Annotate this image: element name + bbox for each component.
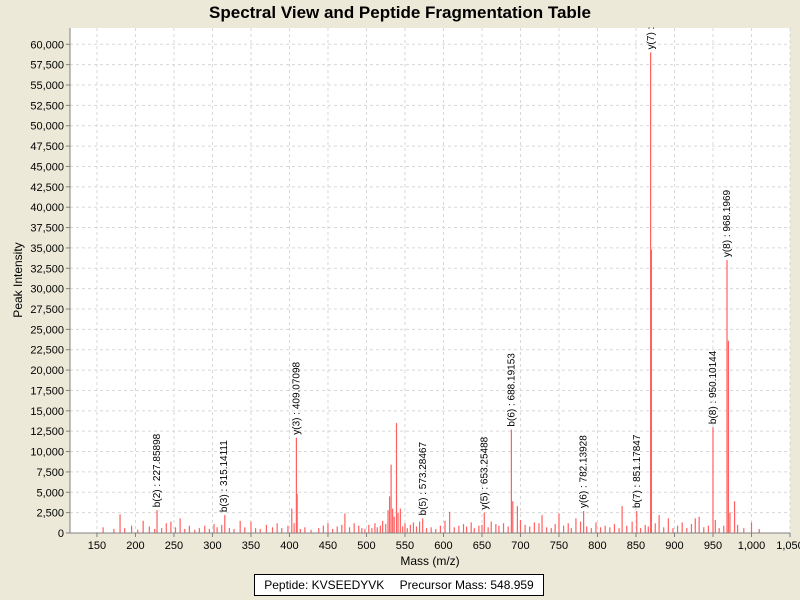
y-tick-label: 10,000: [30, 447, 64, 459]
y-tick-label: 32,500: [30, 263, 64, 275]
chart-title: Spectral View and Peptide Fragmentation …: [209, 3, 591, 22]
x-tick-label: 500: [357, 540, 375, 552]
x-tick-label: 950: [704, 540, 722, 552]
x-tick-label: 650: [473, 540, 491, 552]
y-tick-label: 42,500: [30, 182, 64, 194]
y-tick-label: 50,000: [30, 121, 64, 133]
x-tick-label: 1,000: [738, 540, 766, 552]
y-tick-label: 12,500: [30, 426, 64, 438]
grid-lines: [70, 28, 791, 534]
y-tick-label: 0: [58, 528, 64, 540]
x-tick-label: 550: [396, 540, 414, 552]
x-tick-label: 250: [165, 540, 183, 552]
y-tick-label: 35,000: [30, 243, 64, 255]
precursor-mass-label: Precursor Mass: 548.959: [399, 578, 534, 592]
y-tick-label: 57,500: [30, 60, 64, 72]
peak-annotation-label: y(7) :: [646, 27, 657, 50]
x-tick-label: 300: [203, 540, 221, 552]
y-tick-label: 22,500: [30, 345, 64, 357]
x-tick-label: 800: [588, 540, 606, 552]
x-tick-label: 350: [242, 540, 260, 552]
y-tick-label: 40,000: [30, 202, 64, 214]
x-tick-label: 200: [126, 540, 144, 552]
peak-annotation-label: y(8) : 968.1969: [722, 189, 733, 257]
y-tick-label: 17,500: [30, 385, 64, 397]
y-tick-label: 5,000: [36, 487, 64, 499]
x-axis-label: Mass (m/z): [400, 554, 459, 568]
peak-annotation-label: b(3) : 315.14111: [219, 440, 230, 512]
x-tick-label: 400: [280, 540, 298, 552]
x-tick-label: 700: [511, 540, 529, 552]
x-tick-label: 150: [88, 540, 106, 552]
x-tick-label: 750: [550, 540, 568, 552]
y-tick-label: 30,000: [30, 284, 64, 296]
peak-annotation-label: b(6) : 688.19153: [506, 353, 517, 427]
y-tick-label: 2,500: [36, 508, 64, 520]
y-tick-label: 25,000: [30, 324, 64, 336]
x-tick-label: 900: [665, 540, 683, 552]
y-tick-label: 27,500: [30, 304, 64, 316]
y-tick-label: 45,000: [30, 161, 64, 173]
peptide-info-box: Peptide: KVSEEDYVK Precursor Mass: 548.9…: [254, 574, 544, 596]
y-tick-label: 15,000: [30, 406, 64, 418]
x-tick-label: 1,050: [776, 540, 800, 552]
y-tick-label: 60,000: [30, 39, 64, 51]
peak-annotation-label: b(2) : 227.85898: [152, 433, 163, 507]
y-tick-label: 55,000: [30, 80, 64, 92]
peak-annotation-label: y(3) : 409.07098: [291, 361, 302, 434]
y-tick-label: 47,500: [30, 141, 64, 153]
peak-annotation-label: y(6) : 782.13928: [579, 435, 590, 508]
peak-annotation-label: b(5) : 573.28467: [418, 442, 429, 516]
y-tick-label: 20,000: [30, 365, 64, 377]
peptide-label: Peptide: KVSEEDYVK: [264, 578, 385, 592]
peak-bars: [102, 52, 760, 533]
y-axis-label: Peak Intensity: [11, 242, 25, 317]
peak-annotation-label: b(7) : 851.17847: [632, 434, 643, 508]
plot-area: [70, 28, 790, 533]
x-tick-label: 450: [319, 540, 337, 552]
y-tick-label: 7,500: [36, 467, 64, 479]
x-tick-label: 600: [434, 540, 452, 552]
axes: 0 2,500 5,000 7,500 10,000 12,500 15,000 17,500…: [30, 28, 800, 552]
x-tick-label: 850: [627, 540, 645, 552]
y-tick-label: 37,500: [30, 223, 64, 235]
peak-annotation-label: y(5) : 653.25488: [479, 436, 490, 509]
peak-annotation-label: b(8) : 950.10144: [708, 350, 719, 424]
y-tick-label: 52,500: [30, 100, 64, 112]
peak-annotations: b(2) : 227.85898 b(3) : 315.14111 y(3) : 4…: [152, 27, 733, 516]
